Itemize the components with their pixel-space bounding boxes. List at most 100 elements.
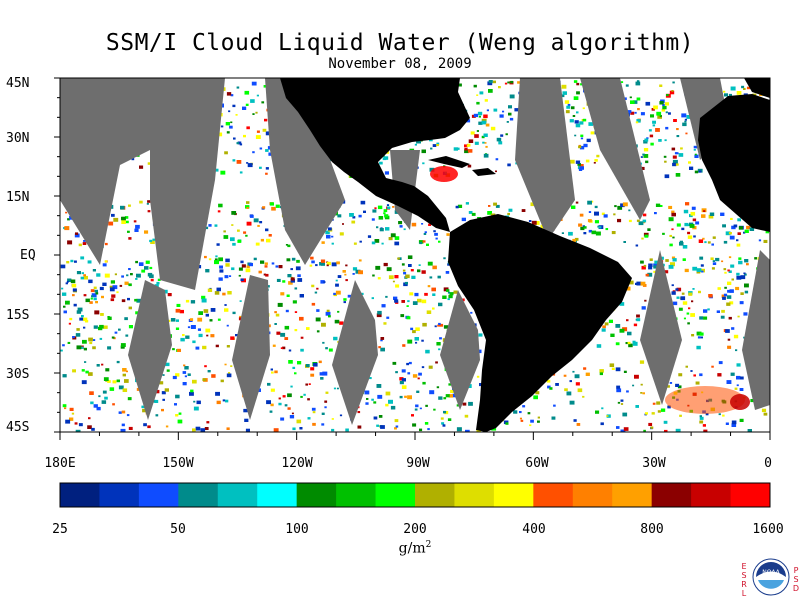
cloud-pixel — [695, 221, 700, 225]
cloud-pixel — [162, 398, 165, 401]
cloud-pixel — [655, 128, 660, 132]
cloud-pixel — [165, 362, 170, 367]
cloud-pixel — [689, 224, 695, 228]
chart-title: SSM/I Cloud Liquid Water (Weng algorithm… — [105, 30, 695, 56]
cloud-pixel — [296, 259, 300, 263]
cloud-pixel — [388, 275, 394, 280]
cloud-pixel — [62, 344, 65, 347]
cloud-pixel — [224, 308, 229, 312]
cloud-pixel — [300, 336, 304, 339]
cloud-pixel — [587, 219, 592, 223]
cloud-pixel — [410, 327, 414, 331]
data-gap — [742, 250, 770, 410]
cloud-pixel — [485, 145, 488, 148]
cloud-pixel — [623, 370, 627, 373]
cloud-pixel — [246, 265, 250, 269]
cloud-pixel — [220, 379, 224, 383]
cloud-pixel — [320, 259, 326, 263]
cloud-pixel — [352, 216, 356, 219]
cloud-pixel — [659, 84, 663, 87]
cloud-pixel — [120, 428, 126, 432]
data-gap — [128, 280, 172, 420]
cloud-pixel — [198, 311, 203, 315]
cloud-pixel — [265, 131, 271, 136]
cloud-pixel — [601, 328, 606, 332]
cloud-pixel — [436, 342, 441, 346]
cloud-pixel — [578, 223, 583, 227]
cloud-pixel — [259, 166, 262, 169]
cloud-pixel — [224, 151, 228, 155]
cloud-pixel — [94, 310, 100, 315]
cloud-pixel — [699, 256, 704, 260]
cloud-pixel — [324, 406, 327, 409]
land — [280, 78, 770, 432]
cloud-pixel — [195, 346, 200, 350]
cloud-pixel — [665, 126, 669, 130]
cloud-pixel — [305, 383, 308, 386]
lat-label: 45S — [6, 420, 30, 435]
cloud-pixel — [653, 105, 658, 110]
cloud-pixel — [121, 275, 124, 278]
cloud-pixel — [707, 241, 711, 244]
cloud-pixel — [378, 346, 381, 349]
cloud-pixel — [620, 429, 626, 432]
cloud-pixel — [676, 287, 682, 292]
cloud-pixel — [569, 400, 575, 405]
cloud-pixel — [192, 428, 196, 432]
cloud-pixel — [582, 107, 585, 110]
cloud-pixel — [681, 113, 687, 118]
cloud-pixel — [358, 214, 362, 218]
cloud-pixel — [299, 316, 304, 321]
cloud-pixel — [437, 324, 440, 327]
cloud-pixel — [456, 147, 460, 150]
cloud-pixel — [703, 316, 708, 320]
cloud-pixel — [64, 226, 70, 231]
cloud-pixel — [226, 373, 232, 378]
cloud-pixel — [509, 117, 514, 121]
cloud-pixel — [672, 81, 675, 84]
lat-label: EQ — [20, 248, 36, 263]
cloud-pixel — [182, 371, 187, 374]
cloud-pixel — [211, 374, 216, 378]
cloud-pixel — [372, 274, 375, 277]
cloud-pixel — [270, 388, 275, 392]
cloud-pixel — [339, 321, 344, 325]
cloud-pixel — [128, 325, 133, 329]
cloud-pixel — [672, 155, 677, 159]
cloud-pixel — [431, 287, 436, 292]
cloud-pixel — [702, 237, 705, 240]
cloud-pixel — [667, 405, 671, 409]
cloud-pixel — [432, 144, 437, 147]
cloud-pixel — [380, 337, 385, 340]
cloud-pixel — [387, 206, 391, 209]
cloud-pixel — [640, 166, 645, 170]
cloud-pixel — [478, 333, 483, 337]
cloud-pixel — [365, 402, 369, 405]
cloud-pixel — [223, 235, 229, 239]
cloud-pixel — [75, 429, 81, 432]
cloud-pixel — [394, 427, 397, 430]
cloud-pixel — [723, 90, 726, 93]
cloud-pixel — [121, 216, 126, 221]
cloud-pixel — [147, 162, 151, 165]
cloud-pixel — [91, 295, 94, 298]
cloud-pixel — [684, 268, 689, 273]
cloud-pixel — [403, 272, 407, 275]
cloud-pixel — [579, 121, 584, 125]
cloud-pixel — [103, 377, 109, 381]
cloud-pixel — [676, 128, 679, 131]
cloud-pixel — [207, 370, 211, 373]
cloud-pixel — [466, 144, 470, 147]
cloud-pixel — [90, 401, 94, 405]
cloud-pixel — [616, 426, 620, 429]
cloud-pixel — [116, 379, 120, 383]
cloud-pixel — [675, 288, 679, 291]
cloud-pixel — [395, 284, 400, 288]
cloud-pixel — [237, 239, 242, 243]
cloud-pixel — [747, 429, 752, 432]
cloud-pixel — [110, 280, 115, 284]
cloud-pixel — [608, 319, 613, 323]
cloud-pixel — [255, 135, 261, 139]
cloud-pixel — [402, 269, 406, 272]
cloud-pixel — [408, 264, 412, 267]
